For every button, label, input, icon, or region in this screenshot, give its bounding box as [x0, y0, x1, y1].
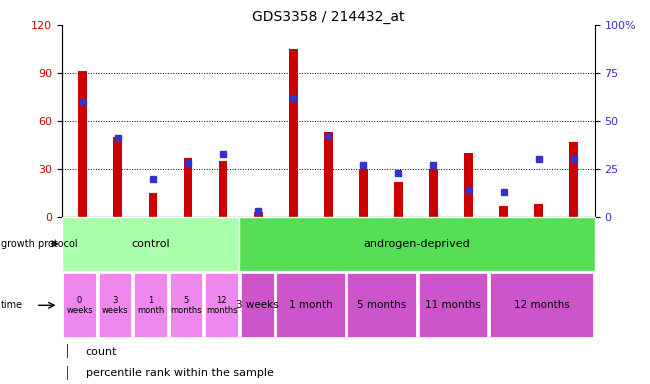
- Bar: [429, 169, 438, 217]
- Text: count: count: [86, 347, 117, 357]
- Text: 3
weeks: 3 weeks: [102, 296, 128, 315]
- Bar: [489, 273, 593, 337]
- Title: GDS3358 / 214432_at: GDS3358 / 214432_at: [252, 10, 404, 24]
- Bar: [63, 273, 96, 337]
- Text: percentile rank within the sample: percentile rank within the sample: [86, 368, 274, 378]
- Text: 1
month: 1 month: [137, 296, 164, 315]
- Bar: [239, 217, 595, 271]
- Text: control: control: [131, 239, 170, 249]
- Bar: [254, 212, 263, 217]
- Text: 12
months: 12 months: [206, 296, 237, 315]
- Text: growth protocol: growth protocol: [1, 239, 77, 249]
- Text: 0
weeks: 0 weeks: [66, 296, 93, 315]
- Bar: [114, 137, 122, 217]
- Bar: [135, 273, 167, 337]
- Bar: [170, 273, 202, 337]
- Bar: [348, 273, 415, 337]
- Bar: [499, 206, 508, 217]
- Text: 11 months: 11 months: [424, 300, 480, 310]
- Bar: [394, 182, 403, 217]
- Bar: [99, 273, 131, 337]
- Bar: [205, 273, 238, 337]
- Bar: [276, 273, 344, 337]
- Bar: [241, 273, 274, 337]
- Bar: [569, 142, 578, 217]
- Text: 5 months: 5 months: [357, 300, 406, 310]
- Bar: [67, 344, 68, 358]
- Text: androgen-deprived: androgen-deprived: [364, 239, 471, 249]
- Text: 1 month: 1 month: [289, 300, 332, 310]
- Bar: [62, 217, 239, 271]
- Text: 12 months: 12 months: [514, 300, 569, 310]
- Text: 3 weeks: 3 weeks: [236, 300, 279, 310]
- Bar: [79, 71, 87, 217]
- Bar: [289, 49, 298, 217]
- Text: 5
months: 5 months: [170, 296, 202, 315]
- Bar: [149, 193, 157, 217]
- Bar: [218, 161, 227, 217]
- Bar: [67, 366, 68, 381]
- Bar: [324, 132, 333, 217]
- Bar: [419, 273, 487, 337]
- Text: time: time: [1, 300, 23, 310]
- Bar: [183, 158, 192, 217]
- Bar: [534, 204, 543, 217]
- Bar: [359, 169, 368, 217]
- Bar: [464, 153, 473, 217]
